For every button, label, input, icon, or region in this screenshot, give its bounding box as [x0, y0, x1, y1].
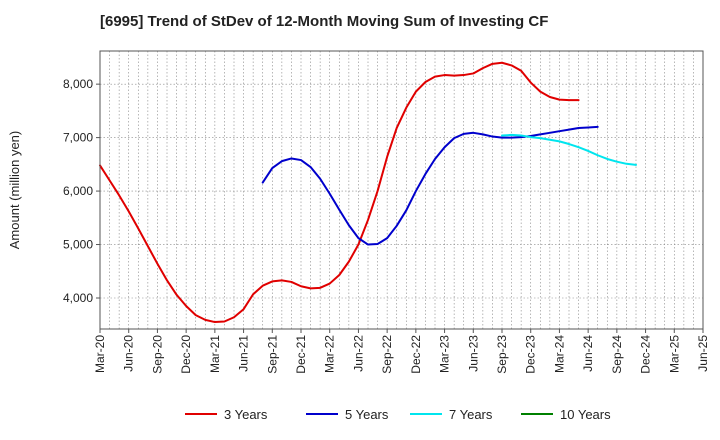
legend-label: 7 Years — [449, 407, 493, 422]
y-tick-label: 5,000 — [63, 238, 93, 252]
x-tick-label: Mar-20 — [93, 335, 107, 373]
x-tick-label: Dec-21 — [294, 335, 308, 374]
x-tick-label: Dec-22 — [409, 335, 423, 374]
chart-title: [6995] Trend of StDev of 12-Month Moving… — [100, 13, 548, 30]
x-tick-label: Dec-24 — [639, 335, 653, 374]
x-tick-label: Sep-22 — [380, 335, 394, 374]
x-tick-label: Jun-24 — [581, 335, 595, 372]
x-tick-label: Mar-23 — [438, 335, 452, 373]
series-line-3-years — [99, 61, 580, 324]
x-tick-label: Jun-22 — [351, 335, 365, 372]
legend-label: 5 Years — [345, 407, 389, 422]
x-tick-label: Sep-20 — [150, 335, 164, 374]
x-tick-label: Jun-21 — [237, 335, 251, 372]
y-tick-label: 4,000 — [63, 291, 93, 305]
series-line-5-years — [261, 125, 599, 246]
x-axis-ticks: Mar-20 Jun-20 Sep-20 Dec-20 Mar-21 Jun-21 Sep-… — [93, 329, 710, 374]
x-tick-label: Dec-23 — [524, 335, 538, 374]
x-tick-label: Jun-23 — [466, 335, 480, 372]
x-tick-label: Jun-25 — [696, 335, 710, 372]
plot-frame — [99, 50, 704, 330]
y-axis-ticks: 4,000 5,000 6,000 7,000 8,000 — [63, 77, 100, 305]
x-tick-label: Sep-24 — [610, 335, 624, 374]
y-axis-label: Amount (million yen) — [7, 131, 22, 250]
x-tick-label: Jun-20 — [122, 335, 136, 372]
y-tick-label: 7,000 — [63, 131, 93, 145]
x-tick-label: Mar-21 — [208, 335, 222, 373]
legend-label: 10 Years — [560, 407, 611, 422]
x-tick-label: Mar-24 — [552, 335, 566, 373]
legend: 3 Years 5 Years 7 Years 10 Years — [185, 407, 611, 422]
x-tick-label: Sep-23 — [495, 335, 509, 374]
y-tick-label: 8,000 — [63, 77, 93, 91]
x-tick-label: Dec-20 — [179, 335, 193, 374]
y-tick-label: 6,000 — [63, 184, 93, 198]
series-line-7-years — [501, 133, 637, 166]
x-tick-label: Sep-21 — [265, 335, 279, 374]
plot-area-background — [100, 51, 703, 329]
x-tick-label: Mar-25 — [667, 335, 681, 373]
series-lines — [99, 61, 637, 324]
grid — [100, 51, 703, 329]
x-tick-label: Mar-22 — [323, 335, 337, 373]
legend-label: 3 Years — [224, 407, 268, 422]
